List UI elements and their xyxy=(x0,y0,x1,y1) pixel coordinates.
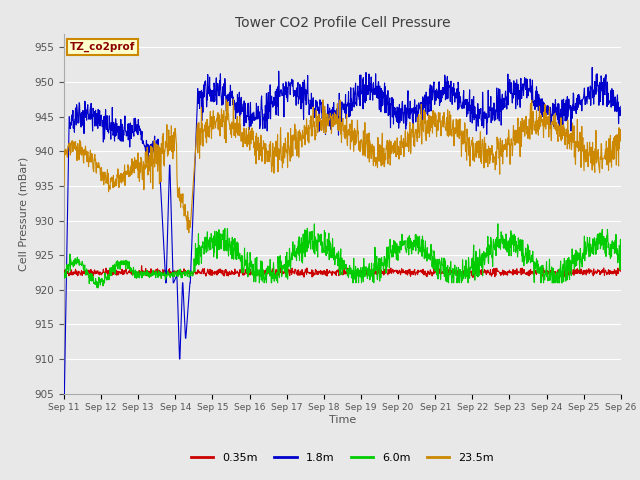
Text: TZ_co2prof: TZ_co2prof xyxy=(70,42,135,52)
Y-axis label: Cell Pressure (mBar): Cell Pressure (mBar) xyxy=(19,156,29,271)
Title: Tower CO2 Profile Cell Pressure: Tower CO2 Profile Cell Pressure xyxy=(235,16,450,30)
X-axis label: Time: Time xyxy=(329,415,356,425)
Legend: 0.35m, 1.8m, 6.0m, 23.5m: 0.35m, 1.8m, 6.0m, 23.5m xyxy=(187,448,498,467)
